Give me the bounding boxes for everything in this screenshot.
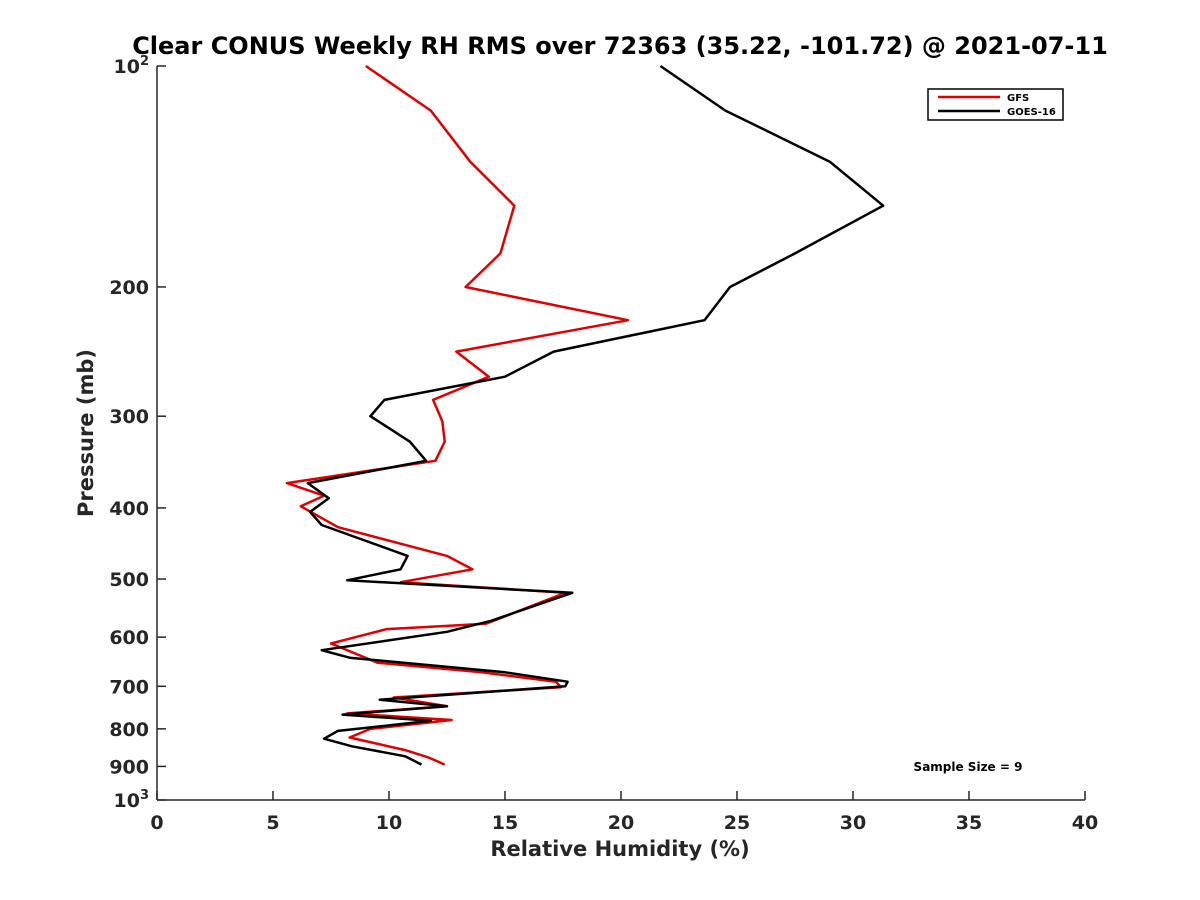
y-tick-label: 900 xyxy=(109,756,149,778)
y-tick-label: 102 xyxy=(114,54,150,78)
series-layer xyxy=(285,64,885,766)
y-tick-labels: 102 200 300 400 500 600 700 800 900 103 xyxy=(109,54,149,812)
x-tick-label: 40 xyxy=(1072,812,1098,834)
series-line-goes-16 xyxy=(306,64,885,766)
x-tick-label: 0 xyxy=(150,812,163,834)
axes-layer xyxy=(156,65,1086,801)
y-tick-label: 800 xyxy=(109,719,149,741)
x-tick-label: 20 xyxy=(608,812,634,834)
legend-label-goes-16: GOES-16 xyxy=(1007,107,1056,118)
y-tick-label: 700 xyxy=(109,676,149,698)
y-tick-label: 103 xyxy=(114,788,150,812)
x-tick-label: 30 xyxy=(840,812,866,834)
y-tick-label: 400 xyxy=(109,498,149,520)
y-tick-label: 600 xyxy=(109,627,149,649)
series-line-gfs xyxy=(285,64,630,766)
x-tick-label: 25 xyxy=(724,812,750,834)
x-tick-label: 5 xyxy=(266,812,279,834)
legend: GFS GOES-16 xyxy=(927,88,1064,121)
y-axis-label: Pressure (mb) xyxy=(74,349,98,517)
x-tick-label: 10 xyxy=(376,812,402,834)
legend-box xyxy=(927,88,1064,121)
y-tick-label: 500 xyxy=(109,569,149,591)
x-tick-label: 35 xyxy=(956,812,982,834)
x-axis-label: Relative Humidity (%) xyxy=(490,837,749,861)
y-tick-label: 300 xyxy=(109,406,149,428)
chart-title: Clear CONUS Weekly RH RMS over 72363 (35… xyxy=(132,32,1108,60)
x-tick-label: 15 xyxy=(492,812,518,834)
legend-label-gfs: GFS xyxy=(1007,93,1029,104)
x-tick-labels: 0 5 10 15 20 25 30 35 40 xyxy=(150,812,1098,834)
sample-size-annotation: Sample Size = 9 xyxy=(914,760,1023,774)
y-tick-label: 200 xyxy=(109,277,149,299)
